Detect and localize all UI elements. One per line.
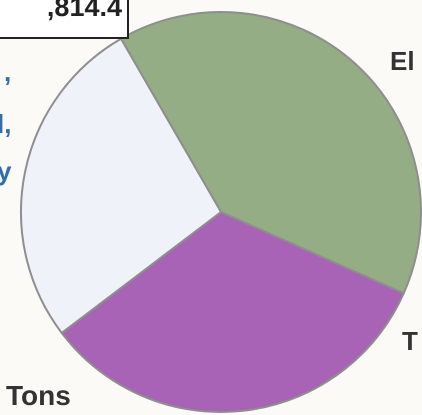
total-value-box-frame bbox=[0, 0, 129, 39]
side-label-line-1: , bbox=[4, 57, 11, 87]
pie-slices bbox=[19, 10, 422, 414]
side-label-line-3: y bbox=[0, 156, 12, 186]
total-value-box: ,814.4 bbox=[0, 0, 129, 39]
pie-slice-tons bbox=[19, 37, 223, 335]
pie-slice-el bbox=[119, 10, 422, 295]
side-label-line-2: l, bbox=[0, 109, 11, 139]
pie-slice-t bbox=[60, 210, 406, 414]
side-label: , l, y bbox=[0, 57, 12, 186]
total-value: ,814.4 bbox=[47, 0, 122, 22]
slice-label-tons: Tons bbox=[6, 380, 71, 411]
slice-label-el: El bbox=[390, 46, 415, 76]
slice-label-t: T bbox=[402, 326, 418, 356]
